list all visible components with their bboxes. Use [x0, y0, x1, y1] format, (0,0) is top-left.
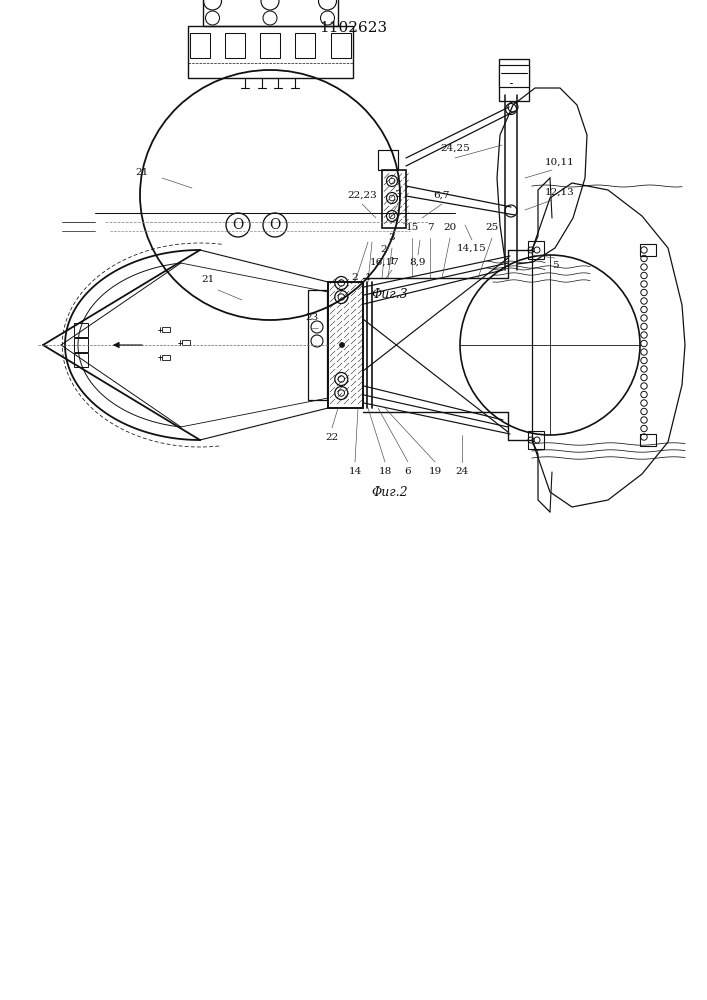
Bar — [382, 170, 406, 228]
Text: Φиг.2: Φиг.2 — [372, 486, 409, 498]
Bar — [328, 282, 363, 408]
Text: O: O — [233, 218, 244, 232]
Text: 15: 15 — [405, 224, 419, 232]
Bar — [74, 338, 88, 352]
Text: 21: 21 — [135, 168, 148, 177]
Bar — [499, 59, 529, 101]
Text: 1102623: 1102623 — [320, 21, 387, 35]
Bar — [378, 150, 398, 170]
Bar — [640, 434, 656, 446]
Text: 8,9: 8,9 — [410, 257, 426, 266]
Text: 10,11: 10,11 — [545, 157, 575, 166]
Bar — [182, 340, 190, 345]
Circle shape — [339, 342, 344, 348]
Bar — [162, 355, 170, 360]
Bar — [74, 323, 88, 337]
Text: 25: 25 — [486, 224, 498, 232]
Bar — [640, 244, 656, 256]
Circle shape — [263, 213, 287, 237]
Text: 7: 7 — [427, 224, 433, 232]
Text: Φиг.3: Φиг.3 — [372, 288, 409, 302]
Text: 23: 23 — [305, 314, 319, 322]
Text: 1: 1 — [365, 273, 371, 282]
Text: 3: 3 — [395, 190, 402, 199]
Bar — [528, 431, 544, 449]
Bar — [74, 353, 88, 367]
Text: 14,15: 14,15 — [457, 243, 487, 252]
Bar — [202, 0, 337, 26]
Bar — [189, 33, 209, 58]
Text: 21: 21 — [201, 275, 215, 284]
Circle shape — [226, 213, 250, 237]
Text: 22,23: 22,23 — [347, 190, 377, 199]
Text: 18: 18 — [378, 468, 392, 477]
Text: 12,13: 12,13 — [545, 188, 575, 196]
Text: 5: 5 — [551, 260, 559, 269]
Bar — [187, 26, 353, 78]
Text: 1: 1 — [389, 257, 395, 266]
Text: 19: 19 — [428, 468, 442, 477]
Text: 22: 22 — [325, 434, 339, 442]
Text: 2: 2 — [380, 245, 387, 254]
Bar — [225, 33, 245, 58]
Text: O: O — [269, 218, 281, 232]
Bar — [162, 327, 170, 332]
Text: 14: 14 — [349, 468, 361, 477]
Text: 6,7: 6,7 — [434, 190, 450, 199]
Text: 16,17: 16,17 — [370, 257, 400, 266]
Text: 6: 6 — [404, 468, 411, 477]
Bar — [308, 290, 327, 400]
Text: 3: 3 — [389, 233, 395, 242]
Text: 20: 20 — [443, 224, 457, 232]
Text: 2: 2 — [351, 273, 358, 282]
Bar — [528, 241, 544, 259]
Bar — [499, 65, 529, 87]
Bar — [260, 33, 280, 58]
Bar — [330, 33, 351, 58]
Bar — [296, 33, 315, 58]
Text: 24: 24 — [455, 468, 469, 477]
Text: 24,25: 24,25 — [440, 143, 470, 152]
